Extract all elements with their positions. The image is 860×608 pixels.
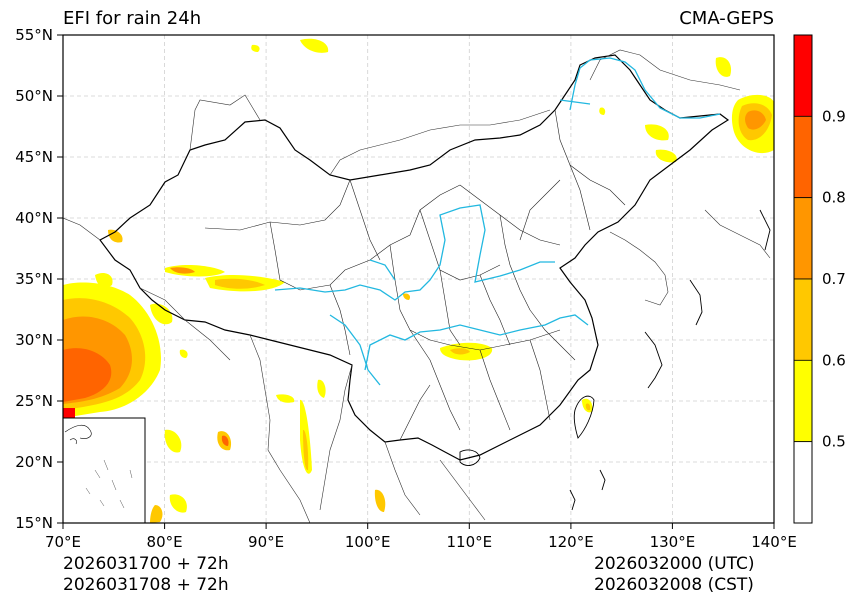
colorbar-segment (793, 441, 813, 524)
lat-tick-label: 15°N (15, 514, 53, 532)
country-borders (63, 49, 771, 523)
efi-shading (63, 38, 774, 523)
lat-tick-label: 55°N (15, 26, 53, 44)
lon-tick-label: 110°E (446, 533, 492, 551)
colorbar-label: 0.7 (822, 270, 846, 288)
lat-tick-label: 20°N (15, 453, 53, 471)
tick-labels: 70°E 80°E 90°E 100°E 110°E 120°E 130°E 1… (15, 26, 797, 551)
lon-tick-label: 70°E (45, 533, 81, 551)
lon-tick-label: 140°E (751, 533, 797, 551)
lat-tick-label: 25°N (15, 392, 53, 410)
coastlines (459, 209, 771, 511)
colorbar-label: 0.8 (822, 189, 846, 207)
lat-tick-label: 40°N (15, 209, 53, 227)
init-time-cst: 2026031708 + 72h (63, 575, 229, 595)
axis-ticks (57, 34, 775, 529)
lat-tick-label: 30°N (15, 331, 53, 349)
map-title: EFI for rain 24h (63, 8, 202, 29)
gridlines (63, 35, 774, 523)
colorbar-segment (793, 115, 813, 199)
colorbar-label: 0.5 (822, 433, 846, 451)
colorbar: 0.5 0.6 0.7 0.8 0.9 (793, 34, 846, 524)
south-china-sea-inset (63, 417, 146, 523)
lat-tick-label: 35°N (15, 270, 53, 288)
colorbar-segment (793, 34, 813, 117)
colorbar-segment (793, 278, 813, 361)
rivers (274, 57, 721, 386)
province-borders (204, 109, 626, 441)
lat-tick-label: 50°N (15, 87, 53, 105)
valid-time-utc: 2026032000 (UTC) (594, 554, 755, 574)
lon-tick-label: 100°E (345, 533, 391, 551)
init-time: 2026031700 + 72h 2026031708 + 72h (63, 554, 229, 596)
valid-time: 2026032000 (UTC) 2026032008 (CST) (594, 554, 755, 596)
lon-tick-label: 120°E (548, 533, 594, 551)
china-border (99, 54, 730, 461)
init-time-utc: 2026031700 + 72h (63, 554, 229, 574)
colorbar-label: 0.9 (822, 107, 846, 125)
lon-tick-label: 130°E (650, 533, 696, 551)
colorbar-segment (793, 197, 813, 280)
colorbar-label: 0.6 (822, 351, 846, 369)
lat-tick-label: 45°N (15, 148, 53, 166)
colorbar-segment (793, 359, 813, 443)
model-name: CMA-GEPS (679, 8, 774, 29)
lon-tick-label: 80°E (147, 533, 183, 551)
colorbar-frame (793, 34, 813, 524)
valid-time-cst: 2026032008 (CST) (594, 575, 754, 595)
lon-tick-label: 90°E (248, 533, 284, 551)
map-area (63, 35, 774, 523)
